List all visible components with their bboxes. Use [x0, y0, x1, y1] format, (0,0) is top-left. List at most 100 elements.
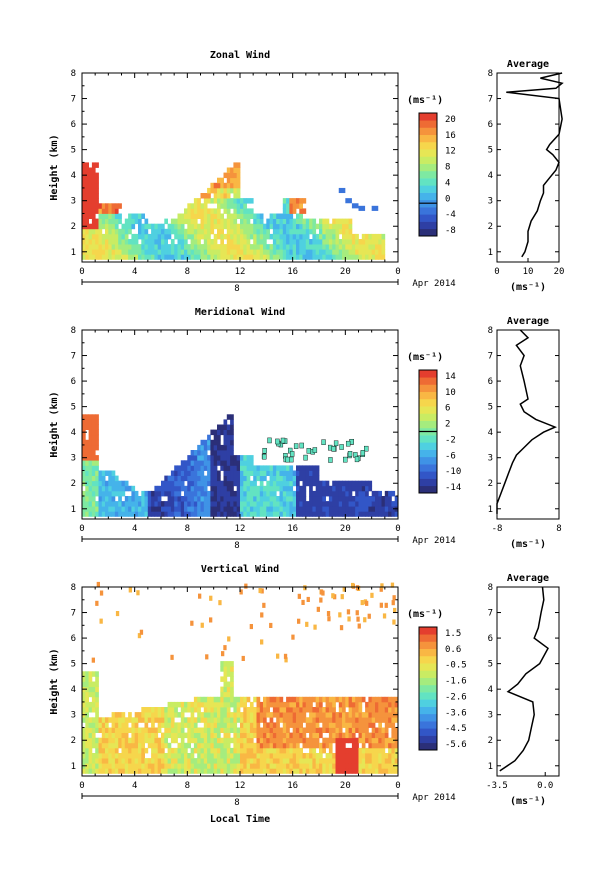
heatmap-cell — [167, 707, 172, 713]
heatmap-cell — [131, 254, 136, 260]
heatmap-cell — [128, 712, 132, 718]
heatmap-cell — [203, 249, 208, 255]
heatmap-cell — [269, 696, 274, 703]
heatmap-cell — [345, 501, 349, 507]
heatmap-cell — [296, 480, 300, 487]
heatmap-cell — [375, 742, 379, 749]
heatmap-cell — [282, 228, 287, 235]
heatmap-cell — [299, 727, 303, 733]
x-tick-label: 12 — [235, 781, 246, 791]
heatmap-cell — [207, 208, 211, 214]
heatmap-cell — [124, 223, 129, 230]
heatmap-cell — [203, 696, 208, 703]
heatmap-cell — [276, 218, 280, 225]
heatmap-cell — [91, 450, 96, 456]
heatmap-cell — [144, 758, 149, 764]
heatmap-cell — [154, 727, 159, 733]
heatmap-cell — [157, 511, 162, 517]
y-tick-label: 2 — [71, 222, 76, 232]
heatmap-cell — [128, 496, 132, 502]
heatmap-cell — [291, 634, 295, 640]
heatmap-cell — [230, 465, 234, 471]
colorbar-tick-label: 16 — [445, 131, 456, 141]
heatmap-cell — [197, 496, 201, 502]
heatmap-cell — [243, 460, 247, 466]
heatmap-cell — [200, 717, 205, 723]
heatmap-cell — [335, 501, 340, 507]
heatmap-cell — [269, 758, 274, 764]
heatmap-cell — [351, 717, 356, 723]
heatmap-cell — [220, 691, 224, 698]
heatmap-cell — [342, 244, 346, 250]
heatmap-cell — [345, 701, 349, 708]
heatmap-cell — [240, 249, 244, 255]
heatmap-cell — [312, 511, 317, 517]
heatmap-cell — [82, 213, 86, 219]
heatmap-cell — [286, 203, 290, 209]
heatmap-cell — [381, 511, 386, 517]
heatmap-cell — [95, 203, 99, 209]
heatmap-cell — [121, 753, 126, 759]
heatmap-cell — [305, 218, 310, 225]
heatmap-cell — [286, 501, 290, 507]
heatmap-cell — [384, 511, 389, 517]
heatmap-cell — [260, 588, 264, 594]
heatmap-cell — [157, 496, 162, 502]
heatmap-cell — [276, 717, 280, 723]
heatmap-cell — [95, 712, 99, 718]
heatmap-cell — [233, 501, 238, 507]
heatmap-cell — [177, 233, 182, 240]
heatmap-cell — [213, 249, 218, 255]
heatmap-cell — [147, 768, 152, 774]
heatmap-cell — [233, 707, 238, 713]
heatmap-cell — [138, 244, 142, 250]
heatmap-cell — [91, 758, 96, 764]
heatmap-cell — [319, 223, 323, 230]
heatmap-cell — [174, 511, 178, 517]
heatmap-cell — [365, 501, 369, 507]
heatmap-cell — [302, 511, 307, 517]
heatmap-cell — [161, 490, 165, 497]
x-tick-label: 20 — [340, 781, 351, 791]
heatmap-cell — [203, 768, 208, 774]
heatmap-cell — [302, 506, 307, 512]
heatmap-cell — [217, 701, 221, 708]
heatmap-cell — [226, 661, 231, 667]
heatmap-cell — [246, 198, 251, 204]
heatmap-cell — [197, 228, 201, 235]
heatmap-cell — [128, 753, 132, 759]
heatmap-cell — [105, 213, 109, 219]
heatmap-cell — [220, 696, 224, 703]
heatmap-cell — [200, 450, 205, 456]
y-tick-label: 7 — [71, 609, 76, 619]
heatmap-cell — [121, 742, 126, 749]
heatmap-cell — [299, 249, 303, 255]
heatmap-cell — [128, 768, 132, 774]
heatmap-cell — [249, 737, 254, 744]
heatmap-cell — [180, 758, 185, 764]
heatmap-cell — [312, 254, 317, 260]
heatmap-cell — [207, 254, 211, 260]
heatmap-cell — [223, 691, 228, 698]
heatmap-cell — [328, 249, 333, 255]
heatmap-cell — [371, 254, 376, 260]
heatmap-cell — [203, 193, 208, 199]
heatmap-cell — [207, 213, 211, 219]
heatmap-cell — [335, 254, 340, 260]
heatmap-cell — [378, 239, 382, 245]
heatmap-cell — [322, 490, 326, 497]
heatmap-cell — [170, 228, 175, 235]
heatmap-cell — [174, 701, 178, 708]
heatmap-cell — [190, 208, 195, 214]
heatmap-cell — [164, 737, 168, 744]
heatmap-cell — [220, 465, 224, 471]
heatmap-cell — [220, 244, 224, 250]
heatmap-cell — [279, 763, 284, 769]
heatmap-cell — [147, 223, 152, 230]
heatmap-cell — [141, 254, 145, 260]
heatmap-cell — [375, 712, 379, 718]
heatmap-cell — [161, 753, 165, 759]
heatmap-cell — [276, 747, 280, 754]
heatmap-cell — [105, 480, 109, 487]
heatmap-cell — [249, 465, 254, 471]
